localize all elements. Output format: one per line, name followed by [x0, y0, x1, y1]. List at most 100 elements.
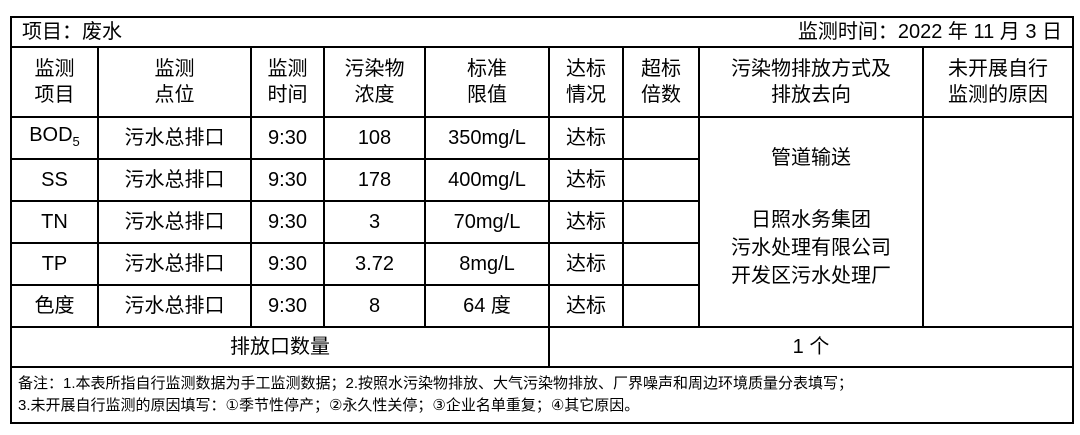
column-header-line: 监测	[34, 58, 75, 80]
cell-site: 污水总排口	[97, 200, 252, 244]
site-text: 污水总排口	[124, 127, 225, 149]
cell-time: 9:30	[250, 200, 325, 244]
limit-text: 400mg/L	[448, 169, 526, 191]
column-header: 超标 倍数	[622, 46, 700, 118]
cell-conc: 3.72	[323, 242, 426, 286]
outlet-count-label: 排放口数量	[10, 326, 550, 368]
cell-conc: 178	[323, 158, 426, 202]
column-header-line: 达标	[566, 58, 606, 80]
column-header: 监测 项目	[10, 46, 99, 118]
status-text: 达标	[566, 211, 606, 233]
conc-text: 178	[357, 169, 392, 191]
cell-limit: 400mg/L	[424, 158, 550, 202]
discharge-destination-line: 开发区污水处理厂	[731, 265, 891, 287]
conc-text: 108	[357, 127, 392, 149]
reason-cell	[921, 116, 1075, 328]
cell-excess	[622, 158, 700, 202]
cell-status: 达标	[548, 200, 624, 244]
cell-time: 9:30	[250, 158, 325, 202]
column-header: 达标 情况	[548, 46, 624, 118]
cell-site: 污水总排口	[97, 284, 252, 328]
cell-excess	[622, 116, 700, 160]
column-header-line: 超标	[641, 58, 681, 80]
cell-time: 9:30	[250, 116, 325, 160]
item-text: SS	[41, 169, 68, 191]
cell-excess	[622, 284, 700, 328]
time-text: 9:30	[268, 169, 307, 191]
column-header-line: 未开展自行	[948, 58, 1048, 80]
discharge-cell: 管道输送 日照水务集团 污水处理有限公司 开发区污水处理厂	[698, 116, 924, 328]
cell-limit: 64 度	[424, 284, 550, 328]
cell-site: 污水总排口	[97, 158, 252, 202]
cell-conc: 8	[323, 284, 426, 328]
site-text: 污水总排口	[124, 169, 225, 191]
column-header-line: 时间	[267, 84, 308, 106]
status-text: 达标	[566, 253, 606, 275]
header-row: 监测 项目 监测 点位 监测 时间 污染物 浓度 标准 限值 达标 情况 超标 倍数 污染物排放方式及 排放去…	[10, 46, 1075, 118]
conc-text: 8	[368, 295, 381, 317]
cell-limit: 70mg/L	[424, 200, 550, 244]
column-header-line: 限值	[467, 84, 507, 106]
item-text: TN	[41, 211, 68, 233]
time-text: 9:30	[268, 253, 307, 275]
notes: 备注：1.本表所指自行监测数据为手工监测数据；2.按照水污染物排放、大气污染物排…	[9, 366, 1075, 424]
column-header-line: 情况	[566, 84, 606, 106]
monitoring-date: 监测时间：2022 年 11 月 3 日	[797, 21, 1063, 43]
cell-item: TN	[10, 200, 99, 244]
cell-limit: 350mg/L	[424, 116, 550, 160]
column-header: 未开展自行监测的原因	[921, 46, 1075, 118]
item-subscript: 5	[72, 133, 80, 149]
cell-item: TP	[10, 242, 99, 286]
outlet-count-value: 1 个	[547, 326, 1075, 368]
outlet-count-row: 排放口数量 1 个	[10, 326, 1075, 368]
limit-text: 350mg/L	[448, 127, 526, 149]
cell-excess	[622, 200, 700, 244]
cell-status: 达标	[548, 242, 624, 286]
note-line: 备注：1.本表所指自行监测数据为手工监测数据；2.按照水污染物排放、大气污染物排…	[18, 375, 854, 392]
column-header: 污染物排放方式及 排放去向	[698, 46, 924, 118]
cell-item: BOD5	[10, 116, 99, 160]
column-header-line: 污染物	[344, 58, 405, 80]
cell-item: 色度	[10, 284, 99, 328]
column-header-line: 监测	[267, 58, 308, 80]
item-text: BOD	[29, 123, 73, 146]
column-header: 监测 时间	[250, 46, 325, 118]
time-text: 9:30	[268, 127, 307, 149]
discharge-method: 管道输送	[771, 147, 851, 169]
status-text: 达标	[566, 295, 606, 317]
status-text: 达标	[566, 127, 606, 149]
column-header-line: 标准	[467, 58, 507, 80]
column-header-line: 排放去向	[771, 84, 851, 106]
column-header: 标准 限值	[424, 46, 550, 118]
discharge-destination-line: 污水处理有限公司	[731, 237, 891, 259]
conc-text: 3	[368, 211, 381, 233]
cell-excess	[622, 242, 700, 286]
site-text: 污水总排口	[124, 253, 225, 275]
note-line: 3.未开展自行监测的原因填写：①季节性停产；②永久性关停；③企业名单重复；④其它…	[18, 397, 640, 414]
limit-text: 70mg/L	[453, 211, 521, 233]
site-text: 污水总排口	[124, 211, 225, 233]
column-header: 污染物 浓度	[323, 46, 426, 118]
project-label: 项目：废水	[22, 21, 122, 43]
cell-conc: 108	[323, 116, 426, 160]
limit-text: 64 度	[463, 295, 511, 317]
site-text: 污水总排口	[124, 295, 225, 317]
cell-status: 达标	[548, 158, 624, 202]
monitoring-table: 项目：废水 监测时间：2022 年 11 月 3 日 监测 项目 监测 点位 监测 时间污…	[9, 16, 1075, 424]
cell-limit: 8mg/L	[424, 242, 550, 286]
item-text: TP	[41, 253, 68, 275]
item-text: 色度	[34, 295, 75, 317]
column-header: 监测 点位	[97, 46, 252, 118]
column-header-line: 点位	[154, 84, 195, 106]
cell-site: 污水总排口	[97, 242, 252, 286]
table-row: BOD5 污水总排口 9:30 108 350mg/L 达标 管道输送 日照水务集团 污水处理有…	[10, 116, 1075, 328]
column-header-line: 倍数	[641, 84, 681, 106]
column-header-line: 项目	[34, 84, 75, 106]
table-row: 色度 污水总排口 9:30 8 64 度 达标	[10, 284, 1073, 328]
cell-time: 9:30	[250, 242, 325, 286]
time-text: 9:30	[268, 295, 307, 317]
table-row: TN 污水总排口 9:30 3 70mg/L 达标	[10, 200, 1073, 244]
cell-item: SS	[10, 158, 99, 202]
cell-conc: 3	[323, 200, 426, 244]
column-header-line: 监测的原因	[948, 84, 1048, 106]
